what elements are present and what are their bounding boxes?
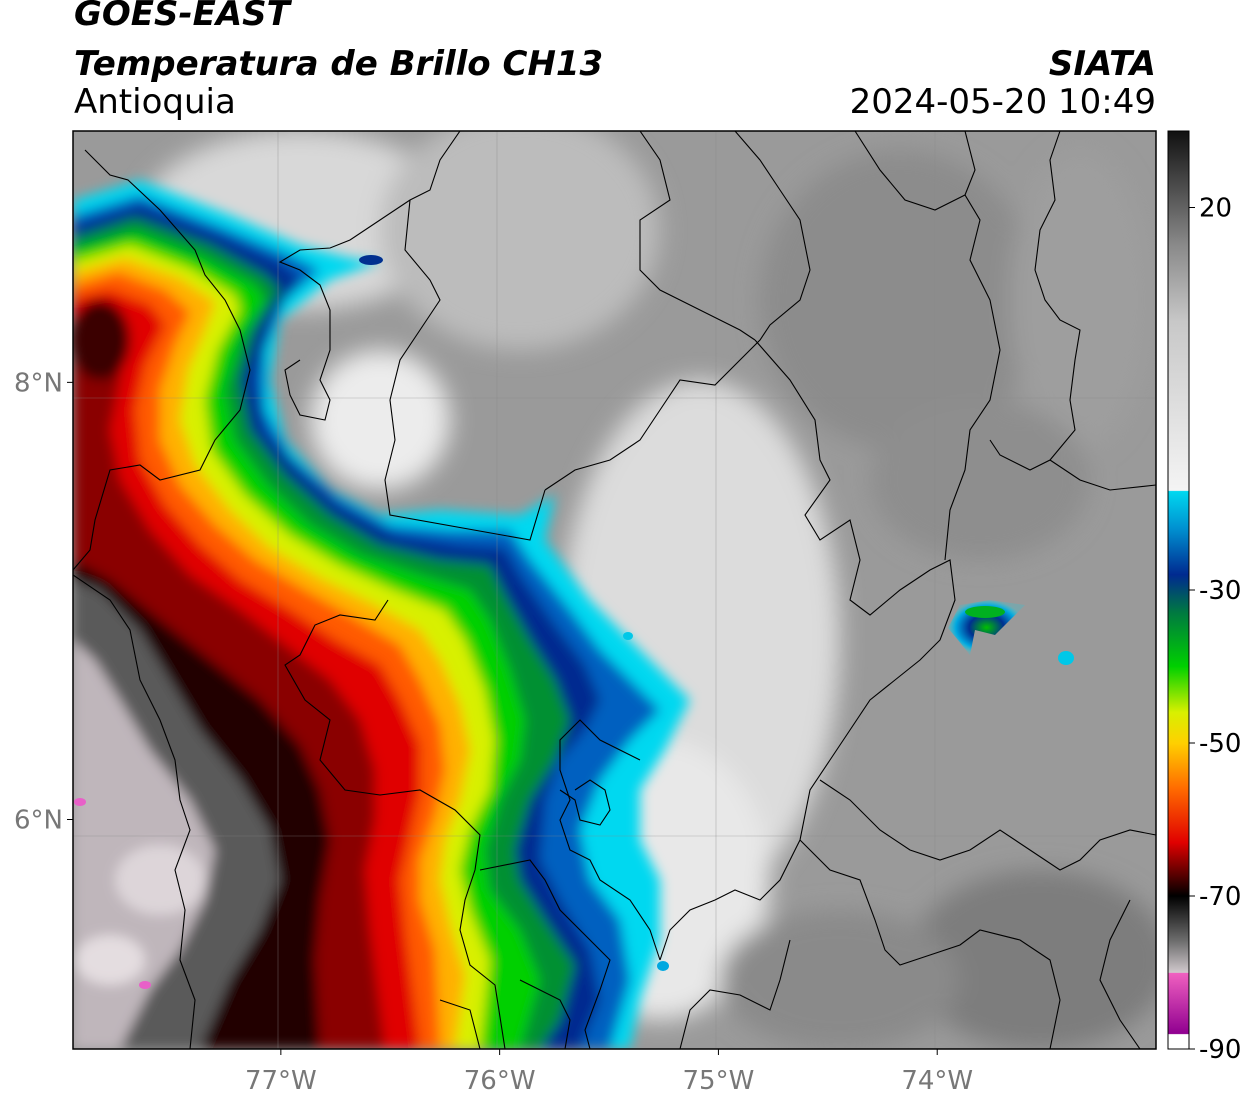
colorbar: 20 -30 -50 -70 -90 [1167,130,1241,1065]
product-title: Temperatura de Brillo CH13 [74,44,604,84]
timestamp-label: 2024-05-20 10:49 [849,82,1156,122]
colorbar-tick-label: -90 [1199,1035,1241,1065]
colorbar-tick-label: -30 [1199,576,1241,606]
region-subtitle: Antioquia [74,82,236,122]
latitude-axis: 8°N 6°N [14,368,73,836]
colorbar-tick-label: 20 [1199,194,1232,224]
cold-cloud-system [73,180,690,1049]
lon-tick-label: 76°W [464,1066,536,1096]
colorbar-tick-label: -50 [1199,729,1241,759]
colorbar-gradient [1168,131,1189,1049]
satellite-title: GOES-EAST [74,0,290,34]
colorbar-tick-label: -70 [1199,882,1241,912]
extreme-cold-spot [74,798,86,806]
map-frame [72,130,1157,1050]
lat-tick-label: 6°N [14,806,63,836]
brand-label: SIATA [1048,44,1156,84]
background-texture [140,131,1156,1049]
colorbar-ticks: 20 -30 -50 -70 -90 [1189,194,1241,1065]
map-plot-area [73,131,1156,1049]
isolated-convective-cell [359,255,1074,971]
longitude-axis: 77°W 76°W 75°W 74°W [245,1049,973,1096]
lon-tick-label: 75°W [683,1066,755,1096]
lat-tick-label: 8°N [14,368,63,398]
gridlines [73,131,1156,1049]
lon-tick-label: 74°W [901,1066,973,1096]
borders [73,131,1156,1049]
extreme-cold-spot [139,981,151,989]
lon-tick-label: 77°W [245,1066,317,1096]
